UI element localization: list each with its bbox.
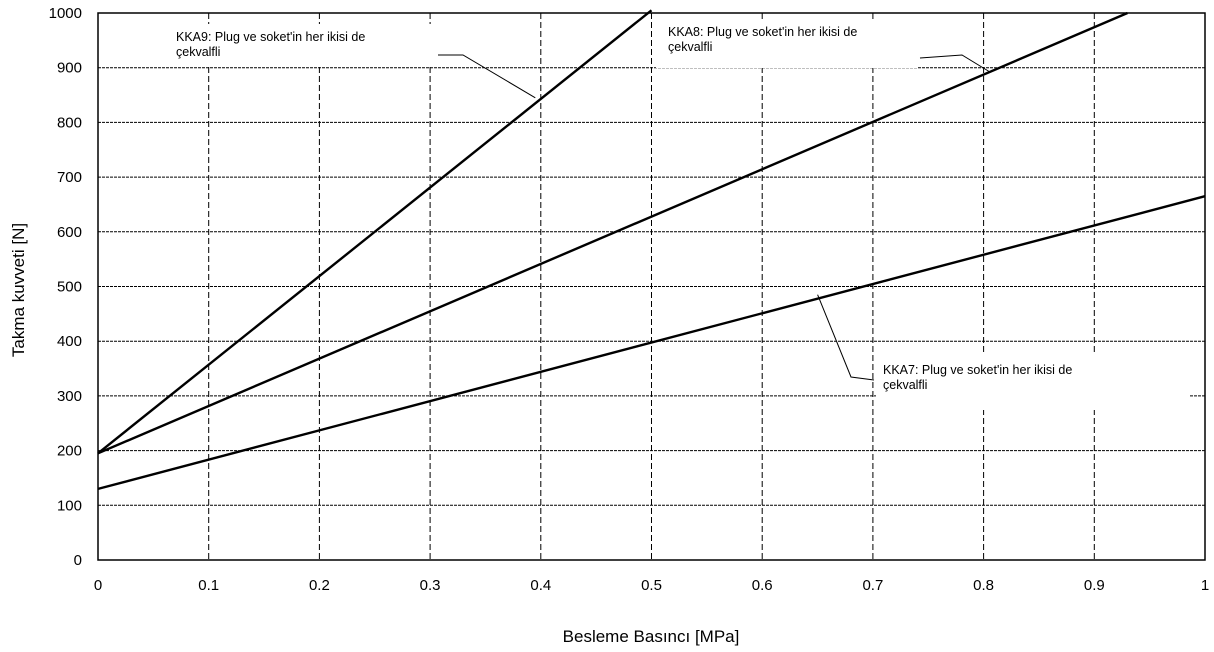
- series-line-kka9: [97, 9, 653, 455]
- y-tick-label: 800: [57, 114, 82, 131]
- annotation-kka9-leader: [438, 54, 536, 99]
- plot-frame: [97, 12, 1206, 561]
- annotation-kka9-box: [165, 24, 437, 66]
- y-tick-label: 500: [57, 279, 82, 296]
- y-tick-label: 700: [57, 169, 82, 186]
- y-tick-label: 200: [57, 443, 82, 460]
- y-tick-label: 400: [57, 333, 82, 350]
- annotations: KKA9: Plug ve soket'in her ikisi deçekva…: [165, 20, 1190, 410]
- y-tick-label: 300: [57, 388, 82, 405]
- y-axis-title: Takma kuvveti [N]: [9, 223, 28, 357]
- annotation-kka8-leader: [919, 54, 990, 72]
- y-tick-label: 0: [74, 552, 82, 569]
- x-tick-label: 0.9: [1084, 577, 1105, 594]
- y-tick-label: 900: [57, 60, 82, 77]
- x-tick-label: 0.8: [973, 577, 994, 594]
- y-tick-label: 600: [57, 224, 82, 241]
- x-tick-label: 0: [94, 577, 102, 594]
- annotation-kka8-label: KKA8: Plug ve soket'in her ikisi de: [668, 25, 857, 39]
- series-line-kka7: [97, 195, 1206, 491]
- x-tick-label: 0.7: [862, 577, 883, 594]
- x-tick-label: 0.6: [752, 577, 773, 594]
- annotation-kka9-label: KKA9: Plug ve soket'in her ikisi de: [176, 30, 365, 44]
- annotation-kka8-box: [656, 20, 918, 68]
- annotation-kka9-label-line2: çekvalfli: [176, 45, 220, 59]
- x-axis-title: Besleme Basıncı [MPa]: [563, 627, 740, 646]
- x-tick-label: 0.4: [530, 577, 551, 594]
- grid: [97, 12, 1206, 561]
- tick-labels: 0 100 200 300 400 500 600 700 800 900 1000 0 0.1 0.2 0…: [49, 5, 1210, 594]
- y-tick-label: 1000: [49, 5, 82, 22]
- annotation-kka7-box: [876, 352, 1190, 410]
- x-tick-label: 1: [1201, 577, 1209, 594]
- y-tick-label: 100: [57, 497, 82, 514]
- series-lines: [97, 9, 1206, 491]
- x-tick-label: 0.3: [420, 577, 441, 594]
- x-tick-label: 0.1: [198, 577, 219, 594]
- x-tick-label: 0.2: [309, 577, 330, 594]
- annotation-kka7-label: KKA7: Plug ve soket'in her ikisi de: [883, 363, 1072, 377]
- annotation-kka7-leader: [817, 294, 875, 381]
- series-line-kka8: [97, 11, 1128, 455]
- annotation-kka7-label-line2: çekvalfli: [883, 378, 927, 392]
- annotation-kka8-label-line2: çekvalfli: [668, 40, 712, 54]
- x-tick-label: 0.5: [641, 577, 662, 594]
